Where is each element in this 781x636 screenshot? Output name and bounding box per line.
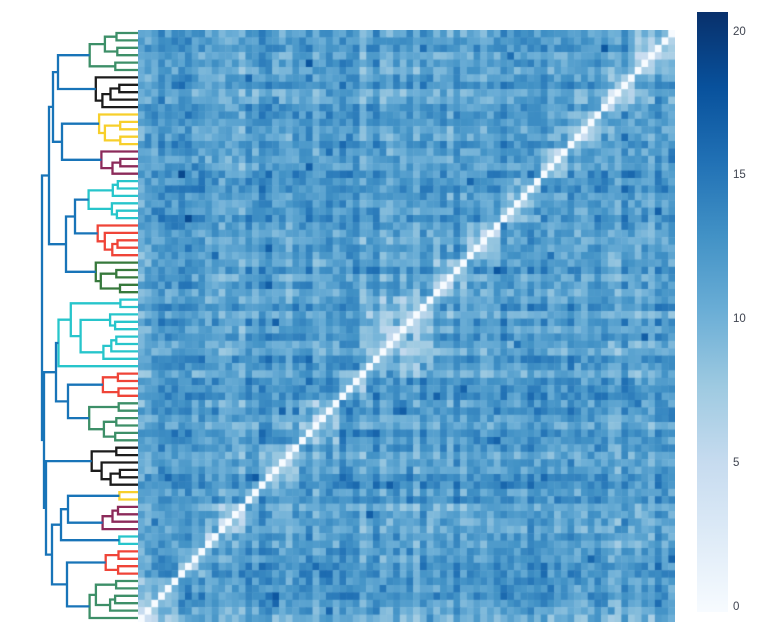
colorbar-tick-10: 10	[733, 313, 746, 325]
colorbar-tick-20: 20	[733, 26, 746, 38]
row-dendrogram[interactable]	[0, 0, 140, 636]
colorbar	[697, 12, 728, 612]
colorbar-tick-15: 15	[733, 169, 746, 181]
distance-heatmap[interactable]	[138, 30, 675, 622]
colorbar-tick-0: 0	[733, 601, 740, 613]
colorbar-tick-5: 5	[733, 457, 740, 469]
colorbar-gradient	[697, 12, 728, 612]
